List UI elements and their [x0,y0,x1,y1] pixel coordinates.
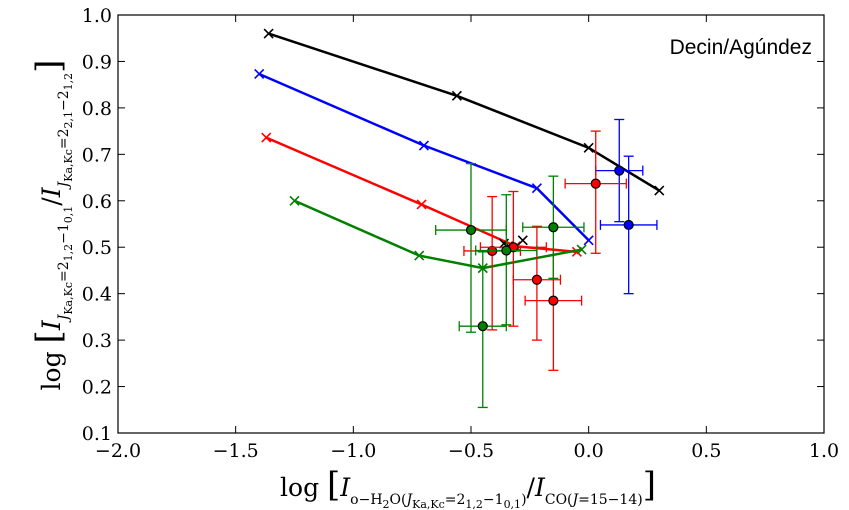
x-tick-label: −1.5 [213,440,259,462]
tick-group: −2.0 −1.5 −1.0 −0.5 0.0 0.5 1.0 0.1 0.2 0.3 0.4 0.5… [82,5,839,462]
obs-point [590,178,601,189]
x-axis-title: log [Io−H2O(JKa,Kc=21,2−10,1)/ICO(J=15−1… [280,465,656,510]
y-tick-label: 0.4 [82,284,112,306]
series-marker-black [583,142,594,153]
y-tick-label: 0.8 [82,98,112,120]
obs-point [501,245,512,256]
series-marker-blue [531,183,542,194]
series-marker-black [451,90,462,101]
series-group [254,28,665,274]
obs-point [623,219,634,231]
y-tick-label: 0.2 [82,377,112,399]
series-marker-blue [254,68,265,80]
extra-marker [517,235,528,246]
series-line-green [293,199,582,270]
obs-point [531,274,542,285]
observation-group [435,118,658,409]
series-marker-blue [583,235,594,246]
series-marker-black [654,185,665,196]
series-marker-black [263,28,274,39]
x-tick-label: 0.5 [691,440,721,462]
x-tick-label: −1.0 [330,440,376,462]
series-marker-green [414,250,425,261]
series-marker-red [261,132,272,143]
annotation-label: Decin/Agúndez [670,36,812,59]
y-tick-label: 0.5 [82,237,112,259]
y-tick-label: 0.7 [82,144,112,166]
x-tick-label: 0.0 [574,440,604,462]
series-marker-blue [418,140,429,151]
obs-point [465,224,477,236]
series-marker-green [576,244,587,255]
obs-point [614,165,625,176]
series-marker-red [416,199,427,210]
x-tick-label: −2.0 [95,440,141,462]
x-tick-label: 1.0 [809,440,839,462]
series-marker-green [289,195,300,206]
y-axis-title: log [IJKa,Kc=21,2−10,1/IJKa,Kc=22,1−21,2… [29,60,75,391]
obs-point [548,222,559,233]
y-tick-label: 0.3 [82,330,112,352]
x-tick-label: −0.5 [448,440,494,462]
series-line-blue [258,72,590,242]
obs-point [548,295,559,306]
y-tick-label: 0.9 [82,51,112,73]
y-tick-label: 1.0 [82,5,112,27]
obs-point [477,321,488,332]
y-tick-label: 0.1 [82,423,112,445]
y-tick-label: 0.6 [82,191,112,213]
